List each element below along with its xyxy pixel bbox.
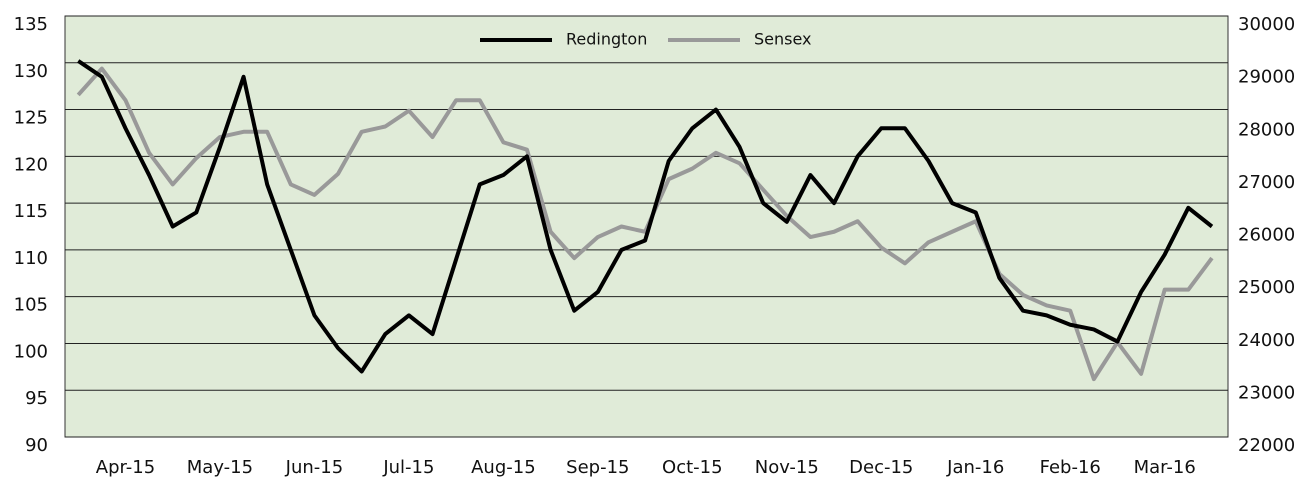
y2-tick-label: 25000 xyxy=(1238,277,1295,298)
y-tick-label: 100 xyxy=(14,341,48,362)
y-tick-label: 95 xyxy=(25,388,48,409)
y2-tick-label: 22000 xyxy=(1238,435,1295,456)
x-tick-label: Mar-16 xyxy=(1134,457,1196,478)
x-tick-label: Feb-16 xyxy=(1040,457,1101,478)
y-tick-label: 105 xyxy=(14,295,48,316)
y2-tick-label: 30000 xyxy=(1238,14,1295,35)
y-tick-label: 90 xyxy=(25,435,48,456)
y2-tick-label: 24000 xyxy=(1238,330,1295,351)
x-tick-label: Sep-15 xyxy=(566,457,629,478)
y-tick-label: 110 xyxy=(14,248,48,269)
y2-tick-label: 23000 xyxy=(1238,382,1295,403)
x-tick-label: Aug-15 xyxy=(471,457,536,478)
y-tick-label: 130 xyxy=(14,61,48,82)
x-tick-label: Jan-16 xyxy=(946,457,1004,478)
x-tick-label: Oct-15 xyxy=(662,457,723,478)
x-tick-label: Jun-15 xyxy=(285,457,344,478)
y2-tick-label: 28000 xyxy=(1238,119,1295,140)
x-tick-label: Apr-15 xyxy=(96,457,155,478)
y-tick-label: 115 xyxy=(14,201,48,222)
x-tick-label: May-15 xyxy=(187,457,253,478)
x-tick-label: Nov-15 xyxy=(755,457,819,478)
y-tick-label: 120 xyxy=(14,154,48,175)
legend-label: Redington xyxy=(566,30,647,49)
y2-tick-label: 26000 xyxy=(1238,225,1295,246)
x-tick-label: Jul-15 xyxy=(382,457,434,478)
series-line xyxy=(77,59,1214,374)
y2-tick-label: 27000 xyxy=(1238,172,1295,193)
legend-label: Sensex xyxy=(754,30,812,49)
y-tick-label: 135 xyxy=(14,14,48,35)
y-tick-label: 125 xyxy=(14,108,48,129)
x-tick-label: Dec-15 xyxy=(849,457,913,478)
series-line xyxy=(76,66,1214,382)
y2-tick-label: 29000 xyxy=(1238,67,1295,88)
